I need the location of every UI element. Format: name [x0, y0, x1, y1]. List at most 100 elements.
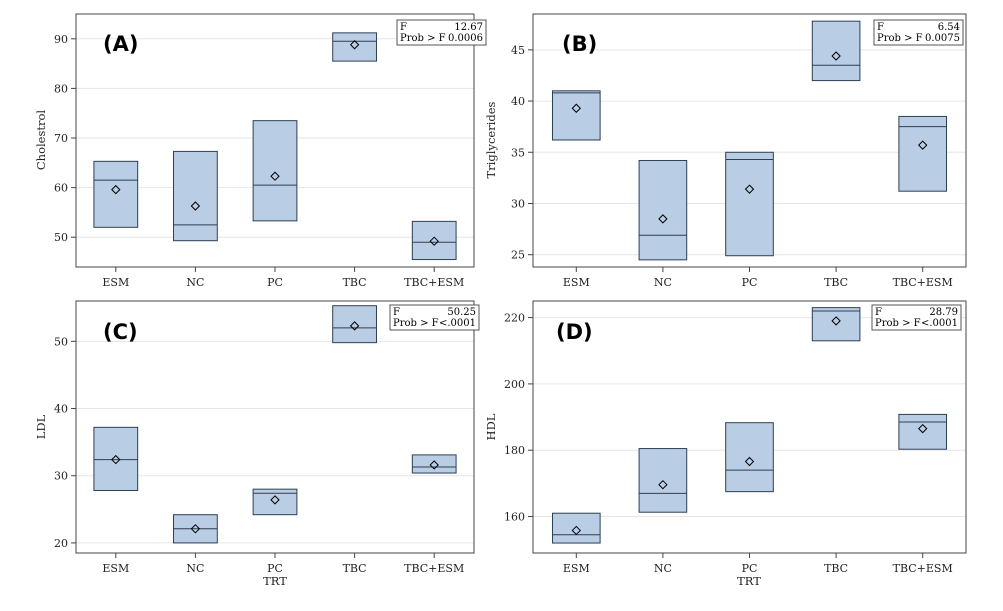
box-esm	[551, 90, 601, 141]
y-tick-label: 180	[504, 444, 525, 457]
mean-marker	[270, 171, 280, 181]
mean-marker	[658, 214, 668, 224]
x-tick-label: TBC+ESM	[893, 562, 953, 575]
mean-marker	[429, 236, 439, 246]
box-pc	[252, 488, 298, 516]
x-tick-label: PC	[267, 276, 283, 289]
mean-marker	[658, 479, 668, 490]
x-tick-label: ESM	[563, 276, 590, 289]
f-value: 28.79	[929, 307, 958, 318]
mean-marker	[917, 423, 928, 434]
f-label: F	[875, 307, 882, 318]
box-pc	[725, 151, 774, 257]
p-value: 0.0075	[925, 33, 960, 44]
x-tick-label: TBC+ESM	[893, 276, 953, 289]
y-tick-label: 90	[54, 33, 68, 46]
y-axis-title: HDL	[484, 413, 498, 440]
y-tick-label: 160	[504, 511, 525, 524]
y-tick-label: 50	[54, 335, 68, 348]
box-tbc-esm	[898, 115, 948, 192]
box-iqr	[551, 90, 601, 141]
p-label: Prob > F	[875, 318, 921, 329]
box-iqr	[332, 305, 377, 344]
p-label: Prob > F	[393, 318, 439, 329]
stats-box-frame	[389, 304, 480, 331]
box-pc	[725, 422, 774, 493]
panel-letter: (A)	[103, 32, 138, 56]
y-tick-label: 200	[504, 378, 525, 391]
box-tbc	[811, 20, 861, 82]
chart-panel-c: 20 30 40 50 ESM NC PC TBC TBC+ESM LDL TRT (C) F 50.25…	[34, 300, 480, 588]
y-tick-label: 40	[54, 403, 68, 416]
f-label: F	[393, 307, 400, 318]
box-tbc-esm	[898, 413, 948, 450]
mean-marker	[349, 40, 360, 50]
x-tick-label: TBC	[824, 562, 848, 575]
mean-marker	[744, 456, 755, 467]
f-value: 12.67	[454, 22, 483, 33]
stats-box: F 28.79 Prob > F <.0001	[871, 304, 962, 331]
box-iqr	[332, 32, 377, 62]
mean-marker	[349, 321, 360, 331]
x-tick-label: NC	[186, 276, 204, 289]
p-value: <.0001	[921, 318, 958, 329]
x-tick-label: NC	[654, 562, 672, 575]
y-axis-title: LDL	[34, 414, 48, 439]
y-tick-label: 30	[54, 470, 68, 483]
x-tick-label: TBC+ESM	[404, 562, 464, 575]
mean-marker	[429, 460, 439, 470]
p-value: <.0001	[439, 318, 476, 329]
box-iqr	[725, 151, 774, 257]
panel-letter: (C)	[103, 320, 138, 344]
x-tick-label: ESM	[102, 562, 129, 575]
x-tick-label: ESM	[102, 276, 129, 289]
box-iqr	[638, 159, 688, 261]
mean-marker	[190, 524, 201, 534]
mean-marker	[111, 184, 121, 195]
box-nc	[173, 150, 218, 242]
stats-box: F 6.54 Prob > F 0.0075	[873, 19, 964, 46]
box-esm	[93, 426, 139, 492]
mean-marker	[111, 454, 121, 465]
box-tbc	[332, 305, 377, 344]
box-iqr	[898, 413, 948, 450]
mean-marker	[744, 184, 755, 194]
stats-box-frame	[396, 19, 487, 46]
x-tick-label: TBC	[343, 276, 367, 289]
y-tick-label: 20	[54, 537, 68, 550]
x-axis-title: TRT	[737, 574, 761, 588]
f-label: F	[400, 22, 407, 33]
mean-marker	[831, 316, 841, 326]
chart-panel-d: 160 180 200 220 ESM NC PC TBC TBC+ESM HDL TRT (D) F 2…	[484, 300, 967, 588]
stats-box: F 50.25 Prob > F <.0001	[389, 304, 480, 331]
stats-box: F 12.67 Prob > F 0.0006	[396, 19, 487, 46]
x-tick-label: PC	[267, 562, 283, 575]
panel-letter: (D)	[556, 320, 593, 344]
stats-box-frame	[873, 19, 964, 46]
p-value: 0.0006	[448, 33, 483, 44]
x-tick-label: TBC	[824, 276, 848, 289]
box-pc	[252, 120, 298, 222]
mean-marker	[571, 525, 582, 536]
mean-marker	[270, 495, 280, 505]
box-tbc	[332, 32, 377, 62]
y-tick-label: 70	[54, 132, 68, 145]
box-iqr	[898, 115, 948, 192]
chart-panel-b: 25 30 35 40 45 ESM NC PC TBC TBC+ESM Triglycerides…	[484, 13, 967, 289]
f-value: 6.54	[938, 22, 960, 33]
x-tick-label: NC	[654, 276, 672, 289]
y-axis-title: Triglycerides	[484, 101, 498, 178]
x-tick-label: NC	[186, 562, 204, 575]
box-esm	[551, 512, 601, 544]
f-label: F	[877, 22, 884, 33]
mean-marker	[917, 140, 928, 150]
box-iqr	[411, 220, 457, 261]
p-label: Prob > F	[877, 33, 923, 44]
y-tick-label: 35	[511, 146, 525, 159]
x-axis-title: TRT	[263, 574, 287, 588]
box-nc	[638, 159, 688, 261]
box-nc	[638, 448, 688, 513]
box-iqr	[551, 512, 601, 544]
x-tick-label: TBC+ESM	[404, 276, 464, 289]
